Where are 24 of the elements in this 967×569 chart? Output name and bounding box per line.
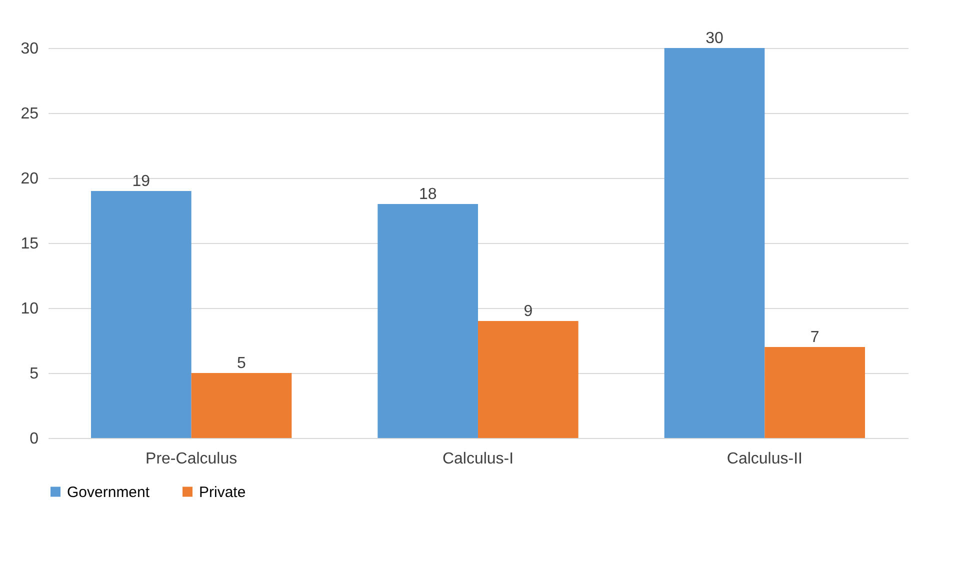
y-tick-label: 5 xyxy=(30,366,39,382)
data-label: 30 xyxy=(706,30,724,47)
y-tick-label: 30 xyxy=(20,40,39,58)
x-tick-label: Calculus-II xyxy=(726,450,802,468)
y-tick-label: 10 xyxy=(20,300,39,318)
bar xyxy=(764,347,865,438)
data-label: 5 xyxy=(237,355,246,372)
data-label: 9 xyxy=(524,303,533,320)
data-label: 7 xyxy=(810,329,820,346)
bar xyxy=(664,48,765,438)
x-tick-label: Pre-Calculus xyxy=(146,450,238,468)
data-label: 18 xyxy=(418,186,437,203)
data-label: 19 xyxy=(132,173,150,190)
y-tick-label: 25 xyxy=(20,106,39,122)
bar xyxy=(378,204,478,438)
bar xyxy=(191,373,292,438)
x-tick-label: Calculus-I xyxy=(442,450,514,468)
bar xyxy=(91,191,192,438)
legend-label: Government xyxy=(67,484,150,501)
bar xyxy=(478,321,578,438)
y-tick-label: 15 xyxy=(20,236,39,252)
y-tick-label: 20 xyxy=(20,170,39,188)
legend-label: Private xyxy=(199,484,246,501)
y-tick-label: 0 xyxy=(30,430,39,448)
